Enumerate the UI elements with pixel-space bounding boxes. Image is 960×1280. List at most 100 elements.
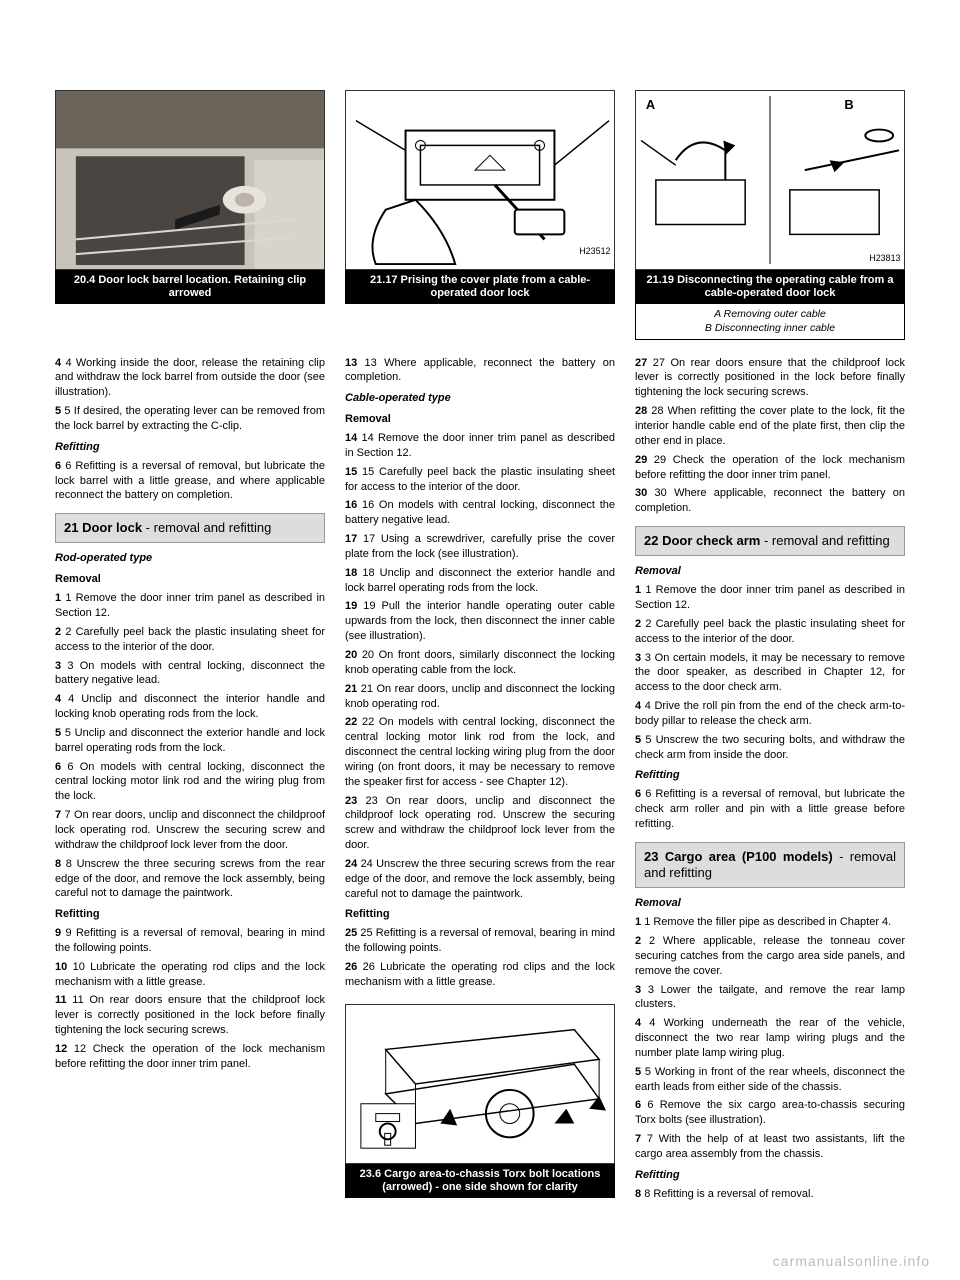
subsubhead-refitting: Refitting bbox=[55, 907, 325, 922]
section-num: 22 bbox=[644, 533, 658, 548]
svg-text:B: B bbox=[844, 97, 853, 112]
text: 8 Refitting is a reversal of removal. bbox=[644, 1188, 813, 1200]
para: 2 2 Where applicable, release the tonnea… bbox=[635, 934, 905, 979]
text: 22 On models with central locking, disco… bbox=[345, 716, 615, 787]
subhead-cable: Cable-operated type bbox=[345, 391, 615, 406]
text: 3 Lower the tailgate, and remove the rea… bbox=[635, 984, 905, 1011]
para: 22 22 On models with central locking, di… bbox=[345, 715, 615, 789]
text: 24 Unscrew the three securing screws fro… bbox=[345, 858, 615, 900]
text: 26 Lubricate the operating rod clips and… bbox=[345, 961, 615, 988]
text: 25 Refitting is a reversal of removal, b… bbox=[345, 927, 615, 954]
text: 4 Working underneath the rear of the veh… bbox=[635, 1017, 905, 1059]
para: 4 4 Unclip and disconnect the interior h… bbox=[55, 692, 325, 722]
subhead-refitting: Refitting bbox=[635, 1168, 905, 1183]
para: 4 4 Working underneath the rear of the v… bbox=[635, 1016, 905, 1061]
subhead-refitting: Refitting bbox=[635, 768, 905, 783]
para: 12 12 Check the operation of the lock me… bbox=[55, 1042, 325, 1072]
text: 6 Refitting is a reversal of removal, bu… bbox=[635, 788, 905, 830]
para: 18 18 Unclip and disconnect the exterior… bbox=[345, 566, 615, 596]
section-num: 21 bbox=[64, 520, 78, 535]
text: 5 If desired, the operating lever can be… bbox=[55, 405, 325, 432]
text: 15 Carefully peel back the plastic insul… bbox=[345, 466, 615, 493]
text: 4 Drive the roll pin from the end of the… bbox=[635, 700, 905, 727]
para: 6 6 Refitting is a reversal of removal, … bbox=[55, 459, 325, 504]
text: 6 Refitting is a reversal of removal, bu… bbox=[55, 460, 325, 502]
text: 21 On rear doors, unclip and disconnect … bbox=[345, 683, 615, 710]
subhead-removal: Removal bbox=[635, 896, 905, 911]
column-3: 27 27 On rear doors ensure that the chil… bbox=[635, 356, 905, 1206]
text: 13 Where applicable, reconnect the batte… bbox=[345, 357, 615, 384]
para: 7 7 With the help of at least two assist… bbox=[635, 1132, 905, 1162]
section-title: Door lock bbox=[82, 520, 142, 535]
para: 26 26 Lubricate the operating rod clips … bbox=[345, 960, 615, 990]
text: 3 On certain models, it may be necessary… bbox=[635, 652, 905, 694]
figure-20-4-caption: 20.4 Door lock barrel location. Retainin… bbox=[55, 270, 325, 304]
para: 20 20 On front doors, similarly disconne… bbox=[345, 648, 615, 678]
figure-21-17-caption: 21.17 Prising the cover plate from a cab… bbox=[345, 270, 615, 304]
subhead-refitting: Refitting bbox=[55, 440, 325, 455]
column-1: 4 4 Working inside the door, release the… bbox=[55, 356, 325, 1206]
para: 7 7 On rear doors, unclip and disconnect… bbox=[55, 808, 325, 853]
para: 13 13 Where applicable, reconnect the ba… bbox=[345, 356, 615, 386]
subcap-a: A Removing outer cable bbox=[642, 308, 898, 321]
para: 2 2 Carefully peel back the plastic insu… bbox=[55, 625, 325, 655]
watermark: carmanualsonline.info bbox=[0, 1246, 960, 1280]
para: 14 14 Remove the door inner trim panel a… bbox=[345, 431, 615, 461]
para: 1 1 Remove the door inner trim panel as … bbox=[635, 583, 905, 613]
figure-21-19-subcaption: A Removing outer cable B Disconnecting i… bbox=[635, 304, 905, 339]
text: 8 Unscrew the three securing screws from… bbox=[55, 858, 325, 900]
figure-21-19-caption: 21.19 Disconnecting the operating cable … bbox=[635, 270, 905, 304]
text: 4 Unclip and disconnect the interior han… bbox=[55, 693, 325, 720]
svg-text:H23512: H23512 bbox=[579, 246, 610, 256]
text: 6 Remove the six cargo area-to-chassis s… bbox=[635, 1099, 905, 1126]
para: 21 21 On rear doors, unclip and disconne… bbox=[345, 682, 615, 712]
para: 15 15 Carefully peel back the plastic in… bbox=[345, 465, 615, 495]
text: 19 Pull the interior handle operating ou… bbox=[345, 600, 615, 642]
figure-23-6-image bbox=[345, 1004, 615, 1164]
para: 8 8 Refitting is a reversal of removal. bbox=[635, 1187, 905, 1202]
section-title: Cargo area (P100 models) bbox=[665, 849, 833, 864]
text: 7 On rear doors, unclip and disconnect t… bbox=[55, 809, 325, 851]
text: 2 Where applicable, release the tonneau … bbox=[635, 935, 905, 977]
para: 29 29 Check the operation of the lock me… bbox=[635, 453, 905, 483]
text: 10 Lubricate the operating rod clips and… bbox=[55, 961, 325, 988]
text: 17 Using a screwdriver, carefully prise … bbox=[345, 533, 615, 560]
para: 5 5 If desired, the operating lever can … bbox=[55, 404, 325, 434]
text: 9 Refitting is a reversal of removal, be… bbox=[55, 927, 325, 954]
para: 2 2 Carefully peel back the plastic insu… bbox=[635, 617, 905, 647]
para: 10 10 Lubricate the operating rod clips … bbox=[55, 960, 325, 990]
para: 9 9 Refitting is a reversal of removal, … bbox=[55, 926, 325, 956]
text: 20 On front doors, similarly disconnect … bbox=[345, 649, 615, 676]
figure-21-19: A B H23813 21.19 Disconnecting the opera… bbox=[635, 90, 905, 340]
section-sub: - removal and refitting bbox=[760, 533, 889, 548]
text: 5 Unclip and disconnect the exterior han… bbox=[55, 727, 325, 754]
para: 30 30 Where applicable, reconnect the ba… bbox=[635, 486, 905, 516]
figure-20-4: 20.4 Door lock barrel location. Retainin… bbox=[55, 90, 325, 340]
para: 5 5 Working in front of the rear wheels,… bbox=[635, 1065, 905, 1095]
text: 27 On rear doors ensure that the childpr… bbox=[635, 357, 905, 399]
svg-text:H23813: H23813 bbox=[869, 253, 900, 263]
text: 18 Unclip and disconnect the exterior ha… bbox=[345, 567, 615, 594]
para: 5 5 Unclip and disconnect the exterior h… bbox=[55, 726, 325, 756]
para: 19 19 Pull the interior handle operating… bbox=[345, 599, 615, 644]
para: 27 27 On rear doors ensure that the chil… bbox=[635, 356, 905, 401]
figure-21-19-image: A B H23813 bbox=[635, 90, 905, 270]
text: 2 Carefully peel back the plastic insula… bbox=[635, 618, 905, 645]
para: 5 5 Unscrew the two securing bolts, and … bbox=[635, 733, 905, 763]
text: 3 On models with central locking, discon… bbox=[55, 660, 325, 687]
subsubhead-removal: Removal bbox=[345, 412, 615, 427]
section-22-head: 22 Door check arm - removal and refittin… bbox=[635, 526, 905, 556]
para: 24 24 Unscrew the three securing screws … bbox=[345, 857, 615, 902]
text: 16 On models with central locking, disco… bbox=[345, 499, 615, 526]
text: 1 Remove the filler pipe as described in… bbox=[644, 916, 891, 928]
text: 1 Remove the door inner trim panel as de… bbox=[635, 584, 905, 611]
subsubhead-refitting: Refitting bbox=[345, 907, 615, 922]
para: 25 25 Refitting is a reversal of removal… bbox=[345, 926, 615, 956]
subhead-removal: Removal bbox=[635, 564, 905, 579]
para: 4 4 Working inside the door, release the… bbox=[55, 356, 325, 401]
text: 11 On rear doors ensure that the childpr… bbox=[55, 994, 325, 1036]
text: 1 Remove the door inner trim panel as de… bbox=[55, 592, 325, 619]
figure-21-17-image: H23512 bbox=[345, 90, 615, 270]
figure-21-17: H23512 21.17 Prising the cover plate fro… bbox=[345, 90, 615, 340]
para: 3 3 On certain models, it may be necessa… bbox=[635, 651, 905, 696]
